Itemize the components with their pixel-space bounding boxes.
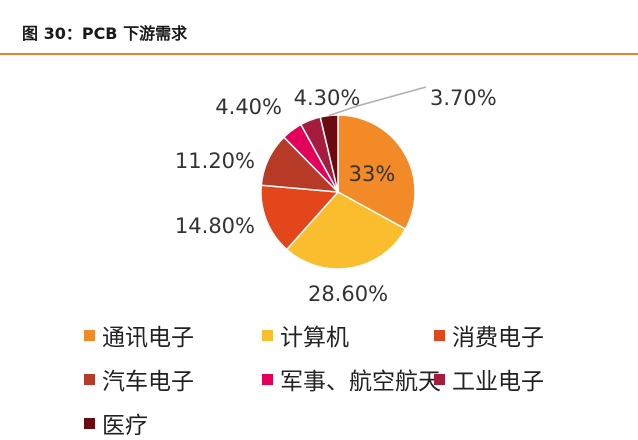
legend-label: 工业电子 bbox=[452, 369, 544, 395]
legend-item-industrial: 工业电子 bbox=[434, 362, 544, 396]
figure-header: 图 30：PCB 下游需求 bbox=[0, 0, 638, 55]
leader-line-medical bbox=[328, 86, 427, 117]
legend-label: 汽车电子 bbox=[102, 369, 194, 395]
legend-label: 计算机 bbox=[280, 325, 349, 351]
data-label-consumer: 14.80% bbox=[175, 214, 255, 238]
data-label-industrial: 4.30% bbox=[294, 86, 361, 110]
legend-swatch bbox=[84, 329, 95, 341]
pie-slice-computer bbox=[285, 191, 407, 270]
figure-title: 图 30：PCB 下游需求 bbox=[22, 24, 188, 43]
legend-item-auto: 汽车电子 bbox=[84, 362, 194, 396]
legend-swatch bbox=[262, 373, 273, 385]
legend-item-telecom: 通讯电子 bbox=[84, 318, 194, 352]
legend-swatch bbox=[434, 329, 445, 341]
legend-label: 消费电子 bbox=[452, 325, 544, 351]
legend-swatch bbox=[84, 417, 95, 429]
data-label-military-aerospace: 4.40% bbox=[215, 95, 282, 119]
data-label-medical: 3.70% bbox=[430, 86, 497, 110]
legend-label: 军事、航空航天 bbox=[280, 369, 441, 395]
legend-swatch bbox=[84, 373, 95, 385]
data-label-auto: 11.20% bbox=[175, 149, 255, 173]
legend-swatch bbox=[262, 329, 273, 341]
pie-slice-telecom bbox=[337, 114, 416, 231]
legend-item-consumer: 消费电子 bbox=[434, 318, 544, 352]
data-label-computer: 28.60% bbox=[308, 282, 388, 306]
legend-label: 通讯电子 bbox=[102, 325, 194, 351]
legend-item-military-aerospace: 军事、航空航天 bbox=[262, 362, 441, 396]
legend-item-computer: 计算机 bbox=[262, 318, 349, 352]
pie-slice-consumer bbox=[260, 184, 340, 251]
legend-swatch bbox=[434, 373, 445, 385]
data-label-telecom: 33% bbox=[349, 162, 396, 186]
